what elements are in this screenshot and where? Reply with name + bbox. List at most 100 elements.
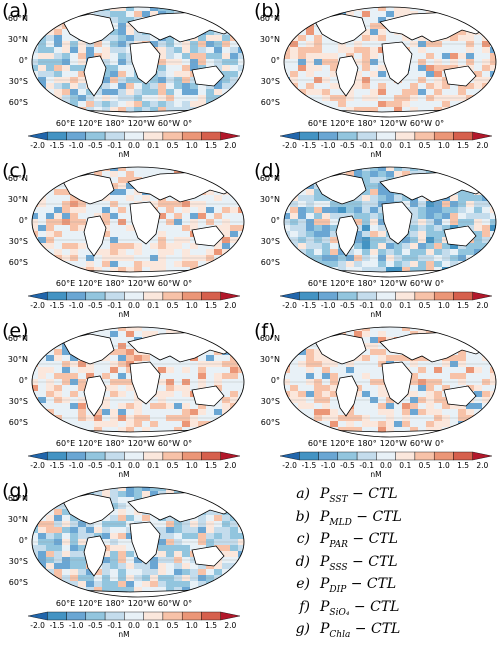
continent-outline bbox=[443, 385, 477, 407]
legend-key: g) bbox=[295, 621, 310, 637]
latitude-label: 60°S bbox=[260, 258, 280, 267]
continent-outline bbox=[313, 13, 367, 45]
legend-key: c) bbox=[296, 531, 310, 547]
longitude-label: 60°W bbox=[157, 599, 181, 608]
continent-outline bbox=[313, 173, 367, 205]
longitude-label: 0° bbox=[183, 119, 193, 128]
colorbar-unit: nM bbox=[118, 310, 130, 319]
colorbar-tick-label: -1.0 bbox=[68, 461, 84, 470]
latitude-label: 30°S bbox=[8, 77, 28, 86]
longitude-label: 180° bbox=[105, 119, 125, 128]
panel-label: (c) bbox=[2, 160, 28, 182]
legend-rest: − CTL bbox=[350, 621, 401, 637]
legend-expression: PSSS − CTL bbox=[320, 554, 398, 573]
colorbar-tick-label: -0.1 bbox=[107, 621, 123, 630]
longitude-labels: 60°E 120°E 180° 120°W 60°W 0° bbox=[0, 119, 248, 128]
longitude-label: 180° bbox=[105, 279, 125, 288]
longitude-labels: 60°E 120°E 180° 120°W 60°W 0° bbox=[0, 279, 248, 288]
panel-label: (b) bbox=[254, 0, 281, 22]
map-graphic bbox=[27, 6, 245, 141]
legend-entry: f) PSiO₄ − CTL bbox=[282, 599, 492, 622]
latitude-label: 30°S bbox=[8, 557, 28, 566]
continent-outline bbox=[129, 41, 161, 85]
longitude-label: 180° bbox=[105, 439, 125, 448]
continent-outline bbox=[191, 385, 225, 407]
colorbar-ticks: -2.0 -1.5 -1.0 -0.5 -0.1 0.0 0.1 0.5 1.0 1.5 2.0 bbox=[252, 301, 500, 311]
latitude-label: 30°N bbox=[7, 35, 28, 44]
colorbar-tick-label: -1.0 bbox=[320, 461, 336, 470]
colorbar-ticks: -2.0 -1.5 -1.0 -0.5 -0.1 0.0 0.1 0.5 1.0 1.5 2.0 bbox=[0, 621, 248, 631]
legend-rest: − CTL bbox=[346, 576, 397, 592]
latitude-label: 60°S bbox=[8, 258, 28, 267]
longitude-label: 120°W bbox=[379, 119, 407, 128]
colorbar-tick-label: -1.5 bbox=[49, 141, 65, 150]
colorbar-tick-label: 1.5 bbox=[205, 301, 218, 310]
legend-key: f) bbox=[299, 598, 310, 615]
colorbar-tick-label: -0.5 bbox=[340, 301, 355, 310]
colorbar-tick-label: -1.0 bbox=[68, 301, 84, 310]
longitude-label: 60°E bbox=[55, 119, 76, 128]
legend-entry: a) PSST − CTL bbox=[282, 486, 492, 509]
continent-outline bbox=[129, 521, 161, 565]
legend-subscript: SSS bbox=[329, 562, 348, 573]
colorbar-tick-label: 1.0 bbox=[437, 141, 450, 150]
legend-rest: − CTL bbox=[351, 508, 402, 525]
longitude-label: 120°E bbox=[330, 119, 355, 128]
longitude-label: 60°E bbox=[307, 119, 328, 128]
latitude-label: 30°N bbox=[259, 355, 280, 364]
colorbar-tick-label: -1.0 bbox=[68, 621, 84, 630]
latitude-label: 30°N bbox=[7, 515, 28, 524]
continent-outline bbox=[313, 333, 367, 365]
latitude-label: 0° bbox=[270, 216, 280, 225]
continent-outline bbox=[129, 201, 161, 245]
legend-expression: PSST − CTL bbox=[320, 486, 398, 505]
colorbar-tick-label: -0.1 bbox=[359, 141, 375, 150]
latitude-label: 60°S bbox=[8, 98, 28, 107]
latitude-label: 0° bbox=[270, 56, 280, 65]
continent-outline bbox=[381, 361, 413, 405]
legend-entry: g) PChla − CTL bbox=[282, 621, 492, 644]
continent-outline bbox=[83, 375, 107, 417]
colorbar-tick-label: 1.5 bbox=[457, 301, 470, 310]
continent-outline bbox=[61, 493, 115, 525]
colorbar-tick-label: 0.0 bbox=[380, 141, 392, 150]
legend-rest: − CTL bbox=[347, 486, 398, 502]
colorbar-tick-label: 0.0 bbox=[128, 461, 140, 470]
legend-subscript: SiO₄ bbox=[329, 607, 350, 618]
longitude-label: 0° bbox=[183, 279, 193, 288]
colorbar-tick-label: 0.5 bbox=[418, 141, 431, 150]
colorbar-tick-label: 1.5 bbox=[205, 621, 218, 630]
legend-entry: e) PDIP − CTL bbox=[282, 576, 492, 599]
longitude-label: 60°W bbox=[409, 119, 433, 128]
map-panel-b: (b) 60°N 30°N 0° 30°S 60°S 60°E 120°E 180° 120°W 6… bbox=[252, 0, 500, 159]
latitude-label: 0° bbox=[18, 216, 28, 225]
colorbar-tick-label: -1.5 bbox=[49, 461, 65, 470]
colorbar-tick-label: -0.1 bbox=[107, 141, 123, 150]
colorbar-tick-label: 2.0 bbox=[476, 141, 489, 150]
continent-outline bbox=[335, 215, 359, 257]
map-graphic bbox=[27, 486, 245, 621]
latitude-label: 60°N bbox=[7, 14, 28, 23]
legend-expression: PDIP − CTL bbox=[320, 576, 396, 595]
map-panel-a: (a) 60°N 30°N 0° 30°S 60°S 60°E 120°E 180° 120°W 6… bbox=[0, 0, 248, 159]
longitude-label: 60°E bbox=[55, 279, 76, 288]
legend-rest: − CTL bbox=[347, 531, 398, 547]
longitude-label: 120°E bbox=[78, 599, 103, 608]
colorbar-tick-label: 1.5 bbox=[205, 141, 218, 150]
colorbar-tick-label: 1.0 bbox=[437, 461, 450, 470]
continent-outline bbox=[191, 65, 225, 87]
latitude-label: 0° bbox=[18, 56, 28, 65]
colorbar-tick-label: 0.5 bbox=[166, 461, 179, 470]
latitude-label: 60°S bbox=[260, 418, 280, 427]
colorbar-tick-label: 0.5 bbox=[166, 621, 179, 630]
latitude-label: 0° bbox=[270, 376, 280, 385]
colorbar-tick-label: -1.0 bbox=[320, 141, 336, 150]
legend-entry: c) PPAR − CTL bbox=[282, 531, 492, 554]
latitude-label: 30°S bbox=[260, 397, 280, 406]
latitude-label: 30°N bbox=[259, 195, 280, 204]
longitude-label: 120°W bbox=[379, 439, 407, 448]
colorbar-tick-label: 0.0 bbox=[380, 461, 392, 470]
longitude-label: 60°E bbox=[307, 279, 328, 288]
colorbar-tick-label: 1.5 bbox=[457, 461, 470, 470]
colorbar-tick-label: 0.5 bbox=[166, 301, 179, 310]
